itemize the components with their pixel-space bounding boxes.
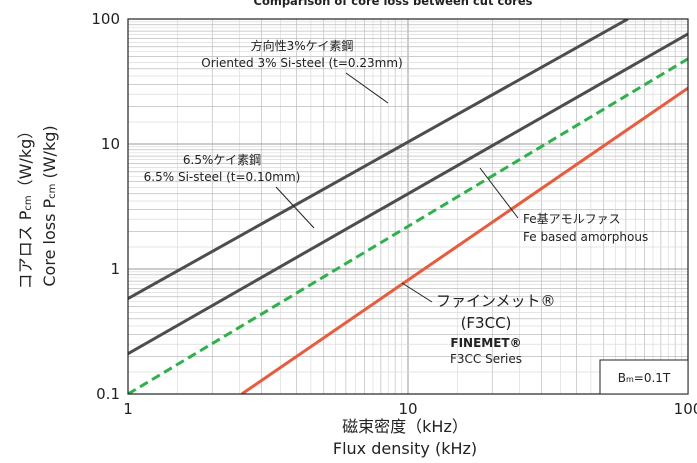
x-axis-title-en: Flux density (kHz): [333, 439, 477, 458]
label-oriented-en: Oriented 3% Si-steel (t=0.23mm): [201, 56, 402, 70]
bm-box: [599, 359, 689, 395]
label-finemet-en2: F3CC Series: [450, 352, 522, 366]
y-axis-title-jp: コアロス Pcm（W/kg）: [16, 123, 35, 290]
y-tick-label: 100: [91, 10, 120, 28]
leader-line-amorphous: [479, 167, 519, 219]
label-amorphous-jp: Fe基アモルファス: [523, 212, 621, 226]
series-line-2: [128, 57, 688, 394]
x-tick-label: 10: [398, 400, 417, 418]
x-tick-labels: 1 10 100: [123, 400, 697, 418]
leader-line-oriented: [345, 72, 389, 104]
x-tick-label: 1: [123, 400, 133, 418]
x-tick-label: 100: [674, 400, 697, 418]
chart-title: Comparison of core loss between cut core…: [254, 0, 533, 8]
label-finemet-jp: ファインメット®: [436, 292, 556, 310]
label-65si-en: 6.5% Si-steel (t=0.10mm): [144, 170, 301, 184]
label-finemet-jp2: (F3CC): [461, 314, 512, 332]
x-axis-title-jp: 磁束密度（kHz）: [342, 417, 468, 436]
leader-line-65si: [275, 186, 315, 229]
series-line-3: [240, 86, 688, 394]
series-lines: [128, 19, 688, 394]
y-tick-label: 1: [110, 260, 120, 278]
label-finemet-en: FINEMET®: [450, 336, 521, 350]
plot-frame: [127, 18, 689, 395]
label-65si-jp: 6.5%ケイ素鋼: [183, 153, 261, 167]
label-oriented-jp: 方向性3%ケイ素鋼: [251, 38, 354, 53]
y-axis-title-en: Core loss Pcm (W/kg): [40, 125, 59, 286]
leader-line-finemet: [401, 282, 433, 303]
series-line-1: [128, 32, 688, 356]
series-line-0: [128, 19, 629, 300]
y-tick-labels: 0.1 1 10 100: [91, 10, 120, 403]
y-tick-label: 0.1: [96, 385, 120, 403]
y-tick-label: 10: [101, 135, 120, 153]
label-amorphous-en: Fe based amorphous: [523, 230, 648, 244]
bm-annotation: Bm=0.1T: [618, 371, 671, 385]
grid: [127, 19, 688, 395]
